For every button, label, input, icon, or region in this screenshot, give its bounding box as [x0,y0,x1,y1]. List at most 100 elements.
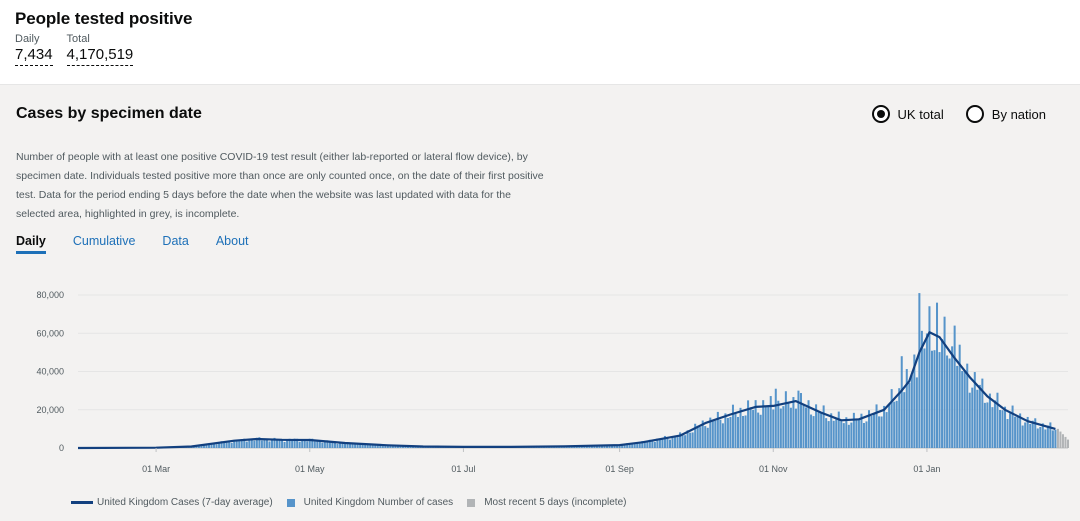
daily-case-bar[interactable] [918,293,921,448]
daily-case-bar[interactable] [915,377,918,448]
daily-case-bar[interactable] [898,388,901,448]
daily-case-bar[interactable] [253,440,256,448]
daily-case-bar[interactable] [389,446,392,448]
daily-case-bar[interactable] [308,438,311,448]
daily-case-bar[interactable] [263,439,266,448]
daily-case-bar[interactable] [857,420,860,448]
daily-case-bar[interactable] [991,407,994,448]
daily-case-bar[interactable] [731,404,734,448]
daily-case-bar[interactable] [213,443,216,448]
radio-uk-total-ring[interactable] [871,105,890,123]
daily-case-bar[interactable] [396,445,399,448]
daily-case-bar[interactable] [961,371,964,448]
daily-case-bar[interactable] [759,414,762,448]
daily-case-bar[interactable] [228,440,231,448]
daily-case-bar[interactable] [250,438,253,448]
daily-case-bar[interactable] [656,438,659,448]
daily-case-bar[interactable] [910,374,913,448]
daily-case-bar[interactable] [847,424,850,448]
daily-case-bar[interactable] [323,440,326,448]
daily-case-bar[interactable] [1059,431,1062,448]
daily-case-bar[interactable] [646,441,649,448]
daily-case-bar[interactable] [1056,428,1059,448]
daily-case-bar[interactable] [968,392,971,448]
daily-case-bar[interactable] [691,432,694,448]
daily-case-bar[interactable] [195,445,198,448]
daily-case-bar[interactable] [333,441,336,448]
daily-case-bar[interactable] [774,388,777,448]
daily-case-bar[interactable] [714,420,717,448]
daily-case-bar[interactable] [749,407,752,448]
daily-case-bar[interactable] [326,440,329,448]
daily-case-bar[interactable] [1054,429,1057,448]
daily-case-bar[interactable] [235,439,238,448]
daily-case-bar[interactable] [661,439,664,448]
daily-case-bar[interactable] [270,438,273,448]
daily-case-bar[interactable] [993,400,996,448]
daily-case-bar[interactable] [742,415,745,448]
daily-case-bar[interactable] [936,302,939,448]
daily-case-bar[interactable] [885,412,888,448]
tab-about[interactable]: About [215,234,249,248]
daily-case-bar[interactable] [908,382,911,448]
daily-case-bar[interactable] [767,407,770,448]
daily-case-bar[interactable] [835,419,838,448]
daily-case-bar[interactable] [651,441,654,448]
daily-case-bar[interactable] [983,402,986,448]
daily-case-bar[interactable] [978,384,981,448]
daily-case-bar[interactable] [880,416,883,448]
daily-case-bar[interactable] [215,444,218,448]
daily-case-bar[interactable] [638,443,641,448]
daily-case-bar[interactable] [404,446,407,448]
daily-case-bar[interactable] [787,403,790,448]
daily-case-bar[interactable] [822,405,825,448]
daily-case-bar[interactable] [207,444,210,448]
daily-case-bar[interactable] [1019,413,1022,448]
daily-case-bar[interactable] [313,441,316,448]
daily-case-bar[interactable] [336,443,339,448]
daily-case-bar[interactable] [648,439,651,448]
daily-case-bar[interactable] [805,407,808,448]
daily-case-bar[interactable] [643,441,646,448]
daily-case-bar[interactable] [941,339,944,448]
daily-case-bar[interactable] [200,445,203,448]
daily-case-bar[interactable] [837,411,840,448]
daily-case-bar[interactable] [946,355,949,448]
daily-case-bar[interactable] [316,440,319,448]
daily-case-bar[interactable] [359,444,362,448]
daily-case-bar[interactable] [346,442,349,448]
daily-case-bar[interactable] [782,406,785,448]
tab-daily[interactable]: Daily [16,234,46,254]
daily-case-bar[interactable] [1001,410,1004,448]
daily-case-bar[interactable] [862,423,865,448]
daily-case-bar[interactable] [792,397,795,448]
daily-case-bar[interactable] [797,390,800,448]
daily-case-bar[interactable] [996,392,999,448]
daily-case-bar[interactable] [925,333,928,448]
daily-case-bar[interactable] [963,370,966,448]
daily-case-bar[interactable] [379,444,382,448]
daily-case-bar[interactable] [938,352,941,448]
daily-case-bar[interactable] [1029,423,1032,448]
daily-case-bar[interactable] [890,389,893,448]
daily-case-bar[interactable] [391,445,394,448]
daily-case-bar[interactable] [752,409,755,448]
daily-case-bar[interactable] [621,444,624,448]
daily-case-bar[interactable] [777,400,780,448]
daily-case-bar[interactable] [951,346,954,448]
daily-case-bar[interactable] [598,445,601,448]
daily-case-bar[interactable] [923,348,926,448]
daily-case-bar[interactable] [663,435,666,448]
daily-case-bar[interactable] [386,445,389,448]
daily-case-bar[interactable] [1034,418,1037,448]
daily-case-bar[interactable] [913,354,916,448]
daily-case-bar[interactable] [623,444,626,448]
daily-case-bar[interactable] [736,416,740,448]
daily-case-bar[interactable] [205,443,208,448]
daily-case-bar[interactable] [283,441,286,448]
daily-case-bar[interactable] [318,440,321,448]
daily-case-bar[interactable] [585,446,588,448]
daily-case-bar[interactable] [369,444,372,448]
daily-case-bar[interactable] [286,439,289,448]
daily-case-bar[interactable] [953,325,956,448]
